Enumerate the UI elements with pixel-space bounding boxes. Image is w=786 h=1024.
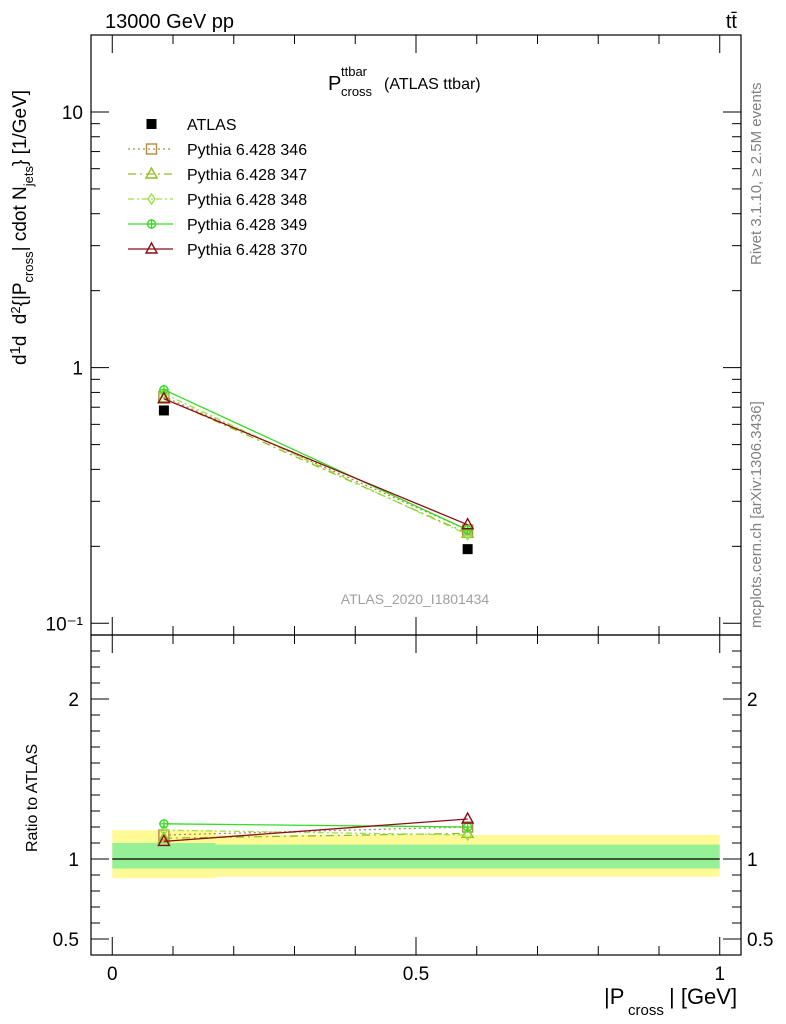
x-tick-label-0: 0 xyxy=(107,964,118,985)
ratio-series-4-point-1 xyxy=(460,811,475,824)
main-y-axis-label: d1d d2{|Pcross| cdot Njets} [1/GeV] xyxy=(7,90,36,365)
ratio-series-group xyxy=(157,811,475,847)
ratio-band-1-bin-0 xyxy=(112,843,216,869)
main-y-tick-label-2: 10⁻¹ xyxy=(46,614,84,635)
ratio-y-axis-label: Ratio to ATLAS xyxy=(24,744,41,852)
x-tick-label-2: 1 xyxy=(714,964,725,985)
x-tick-label-1: 0.5 xyxy=(403,964,429,985)
main-series-4 xyxy=(158,384,473,535)
legend-label-5: Pythia 6.428 370 xyxy=(187,242,307,259)
title-main: P xyxy=(328,73,341,95)
x-axis-label-tail: | [GeV] xyxy=(669,984,737,1009)
mcplots-label: mcplots.cern.ch [arXiv:1306.3436] xyxy=(748,401,765,628)
main-y-tick-label-0: 10 xyxy=(62,103,83,124)
legend-entry-1: Pythia 6.428 346 xyxy=(128,142,307,159)
main-series-2 xyxy=(157,390,475,538)
legend-entry-5: Pythia 6.428 370 xyxy=(128,241,307,259)
ratio-y-tick-label-right-1: 1 xyxy=(747,850,758,871)
ratio-series-line-4 xyxy=(163,818,468,843)
ratio-series-1-point-1 xyxy=(460,825,475,839)
ratio-y-tick-label-right-2: 2 xyxy=(747,690,758,711)
legend-entry-0: ATLAS xyxy=(146,117,237,134)
ratio-band-1-bin-1 xyxy=(215,844,720,869)
ratio-uncertainty-bands xyxy=(112,830,720,879)
ratio-series-line-3 xyxy=(163,823,468,828)
legend-label-2: Pythia 6.428 347 xyxy=(187,167,307,184)
ratio-series-3-point-0-cross xyxy=(158,818,169,829)
title-subscript: cross xyxy=(341,84,373,99)
ratio-series-4 xyxy=(157,811,475,847)
main-series-5-point-1 xyxy=(460,517,475,530)
legend-label-1: Pythia 6.428 346 xyxy=(187,142,307,159)
title-tail: (ATLAS ttbar) xyxy=(384,76,481,93)
main-series-3 xyxy=(159,387,472,541)
main-series-group xyxy=(157,384,475,555)
ratio-series-3 xyxy=(158,818,473,832)
rivet-version-label: Rivet 3.1.10, ≥ 2.5M events xyxy=(748,83,765,266)
analysis-watermark: ATLAS_2020_I1801434 xyxy=(341,591,490,607)
x-axis-label-main: |P xyxy=(604,984,624,1009)
ratio-series-4-point-0 xyxy=(157,833,171,847)
ratio-y-tick-label-left-2: 2 xyxy=(68,690,79,711)
legend-marker-4-cross xyxy=(146,219,157,229)
main-series-line-5 xyxy=(163,398,468,526)
title-superscript: ttbar xyxy=(341,64,368,79)
x-axis-label: |P cross | [GeV] xyxy=(604,984,737,1019)
legend: ATLAS Pythia 6.428 346 Pythia 6.428 347 Pyt… xyxy=(128,117,307,259)
main-series-line-1 xyxy=(163,396,468,531)
main-series-line-3 xyxy=(163,393,468,536)
main-series-0-point-0 xyxy=(158,405,169,416)
ratio-panel: 0.5 0.5 1 1 2 2 0 0.5 1 Ratio to ATLAS |P cross … xyxy=(24,634,773,1019)
x-axis-label-sub: cross xyxy=(628,1002,664,1019)
ratio-axis-ticks: 0.5 0.5 1 1 2 2 0 0.5 1 xyxy=(53,635,773,985)
main-series-5 xyxy=(157,391,475,530)
legend-marker-5 xyxy=(144,241,159,254)
legend-label-0: ATLAS xyxy=(187,117,237,134)
main-series-4-point-1-cross xyxy=(462,524,473,535)
legend-entry-3: Pythia 6.428 348 xyxy=(128,192,307,209)
main-series-0 xyxy=(158,405,473,555)
ratio-y-tick-label-left-1: 1 xyxy=(68,850,79,871)
main-series-5-point-0 xyxy=(157,391,171,404)
ratio-y-tick-label-left-0: 0.5 xyxy=(53,930,79,951)
ratio-series-line-0 xyxy=(163,826,468,836)
legend-label-4: Pythia 6.428 349 xyxy=(187,217,307,234)
main-axis-ticks: 10 1 10⁻¹ xyxy=(46,34,741,636)
legend-entry-2: Pythia 6.428 347 xyxy=(128,166,307,184)
ratio-series-2-point-1 xyxy=(463,828,472,842)
ratio-series-1-point-0 xyxy=(157,830,171,843)
legend-marker-2 xyxy=(144,166,159,179)
legend-entry-4: Pythia 6.428 349 xyxy=(128,217,307,234)
legend-marker-3 xyxy=(147,192,156,206)
ratio-frame xyxy=(90,634,742,956)
ratio-y-tick-label-right-0: 0.5 xyxy=(747,930,773,951)
main-series-line-2 xyxy=(163,397,468,534)
ratio-series-line-2 xyxy=(163,829,468,836)
ratio-series-0-point-0 xyxy=(158,829,170,841)
main-series-0-point-1 xyxy=(462,544,473,555)
legend-label-3: Pythia 6.428 348 xyxy=(187,192,307,209)
plot-title: P ttbar cross (ATLAS ttbar) xyxy=(328,64,481,99)
main-panel: 10 1 10⁻¹ P ttbar cross (ATLAS ttbar) ATLA… xyxy=(7,34,742,636)
main-series-3-point-0 xyxy=(159,387,169,401)
legend-marker-1 xyxy=(145,143,158,155)
main-y-tick-label-1: 1 xyxy=(72,359,83,380)
energy-label: 13000 GeV pp xyxy=(105,11,234,33)
legend-marker-0 xyxy=(146,119,157,129)
y-axis-label-text: d1d d2{|Pcross| cdot Njets} [1/GeV] xyxy=(7,90,36,365)
process-label: tt̄ xyxy=(726,11,738,33)
main-series-line-4 xyxy=(163,389,468,531)
